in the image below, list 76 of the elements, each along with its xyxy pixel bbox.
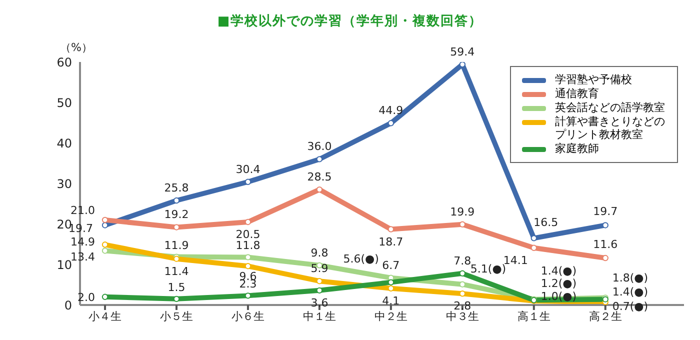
point: [316, 186, 323, 193]
point: [244, 254, 252, 260]
point: [459, 221, 466, 228]
point: [102, 294, 108, 300]
data-label: 1.4(●): [540, 264, 577, 278]
data-label: 7.8: [454, 254, 472, 268]
y-tick-label: 30: [56, 176, 72, 191]
y-tick-label: 60: [56, 55, 72, 70]
x-tick-label: 小６生: [231, 310, 264, 323]
legend-label: 計算や書きとりなどのプリント教材教室: [555, 115, 666, 141]
legend-label: 英会話などの語学教室: [555, 101, 666, 114]
data-label: 14.9: [70, 236, 96, 249]
x-tick-label: 小５生: [160, 310, 193, 323]
data-label: 19.2: [164, 208, 189, 222]
data-label: 11.9: [164, 238, 189, 252]
data-label: 11.8: [236, 239, 260, 252]
point: [459, 270, 466, 277]
x-tick-label: 高１生: [517, 310, 550, 323]
point: [244, 263, 252, 270]
data-label: 1.4(●): [612, 285, 648, 298]
point: [244, 178, 252, 185]
point: [602, 254, 608, 262]
y-tick-label: 40: [56, 136, 72, 150]
data-label: 25.8: [164, 182, 189, 195]
data-label: 6.7: [382, 258, 400, 272]
point: [244, 292, 252, 299]
point: [388, 120, 394, 126]
data-label: 11.4: [164, 264, 189, 278]
data-label: 59.4: [450, 45, 475, 58]
point: [316, 278, 323, 284]
data-label: 18.7: [378, 235, 404, 248]
point: [459, 281, 466, 288]
data-label: 30.4: [236, 162, 260, 176]
data-label: 1.5: [168, 280, 186, 294]
legend-label: 家庭教師: [555, 142, 600, 155]
data-label: 11.6: [593, 238, 618, 252]
data-label: 5.6(●): [343, 252, 379, 266]
data-label: 20.5: [236, 228, 260, 241]
y-tick-label: 0: [64, 298, 72, 312]
point: [173, 224, 180, 230]
data-label: 1.8(●): [612, 272, 648, 285]
point: [102, 216, 108, 224]
point: [102, 222, 108, 228]
x-tick-label: 小４生: [88, 310, 122, 323]
data-label: 3.6: [310, 296, 328, 310]
y-axis-title: （%）: [60, 40, 92, 55]
point: [316, 287, 323, 294]
data-label: 1.2(●): [540, 277, 577, 290]
x-tick-label: 中１生: [302, 310, 336, 323]
data-label: 28.5: [307, 170, 332, 184]
y-tick-label: 10: [56, 258, 72, 272]
point: [173, 296, 180, 302]
x-tick-label: 高２生: [588, 310, 622, 323]
point: [316, 156, 323, 162]
chart-title: ■学校以外での学習（学年別・複数回答）: [216, 12, 484, 30]
data-label: 36.0: [307, 140, 332, 154]
legend-label: 学習塾や予備校: [555, 73, 633, 86]
data-label: 44.9: [378, 104, 404, 118]
data-label: 19.7: [593, 205, 618, 218]
data-label: 16.5: [534, 216, 558, 230]
point: [102, 242, 108, 248]
data-label: 21.0: [70, 204, 96, 217]
legend-label: 通信教育: [555, 87, 600, 100]
data-label: 4.1: [382, 294, 400, 308]
point: [530, 244, 537, 251]
x-tick-label: 中２生: [374, 310, 408, 323]
data-label: 2.0: [78, 290, 96, 304]
data-label: 19.9: [450, 205, 475, 218]
data-label: 9.8: [310, 246, 328, 260]
data-label: 5.1(●): [470, 262, 506, 276]
point: [173, 197, 180, 204]
point: [244, 218, 252, 226]
point: [102, 248, 108, 254]
data-label: 1.0(●): [540, 290, 577, 303]
data-label: 13.4: [70, 250, 96, 264]
y-tick-label: 50: [56, 96, 72, 110]
